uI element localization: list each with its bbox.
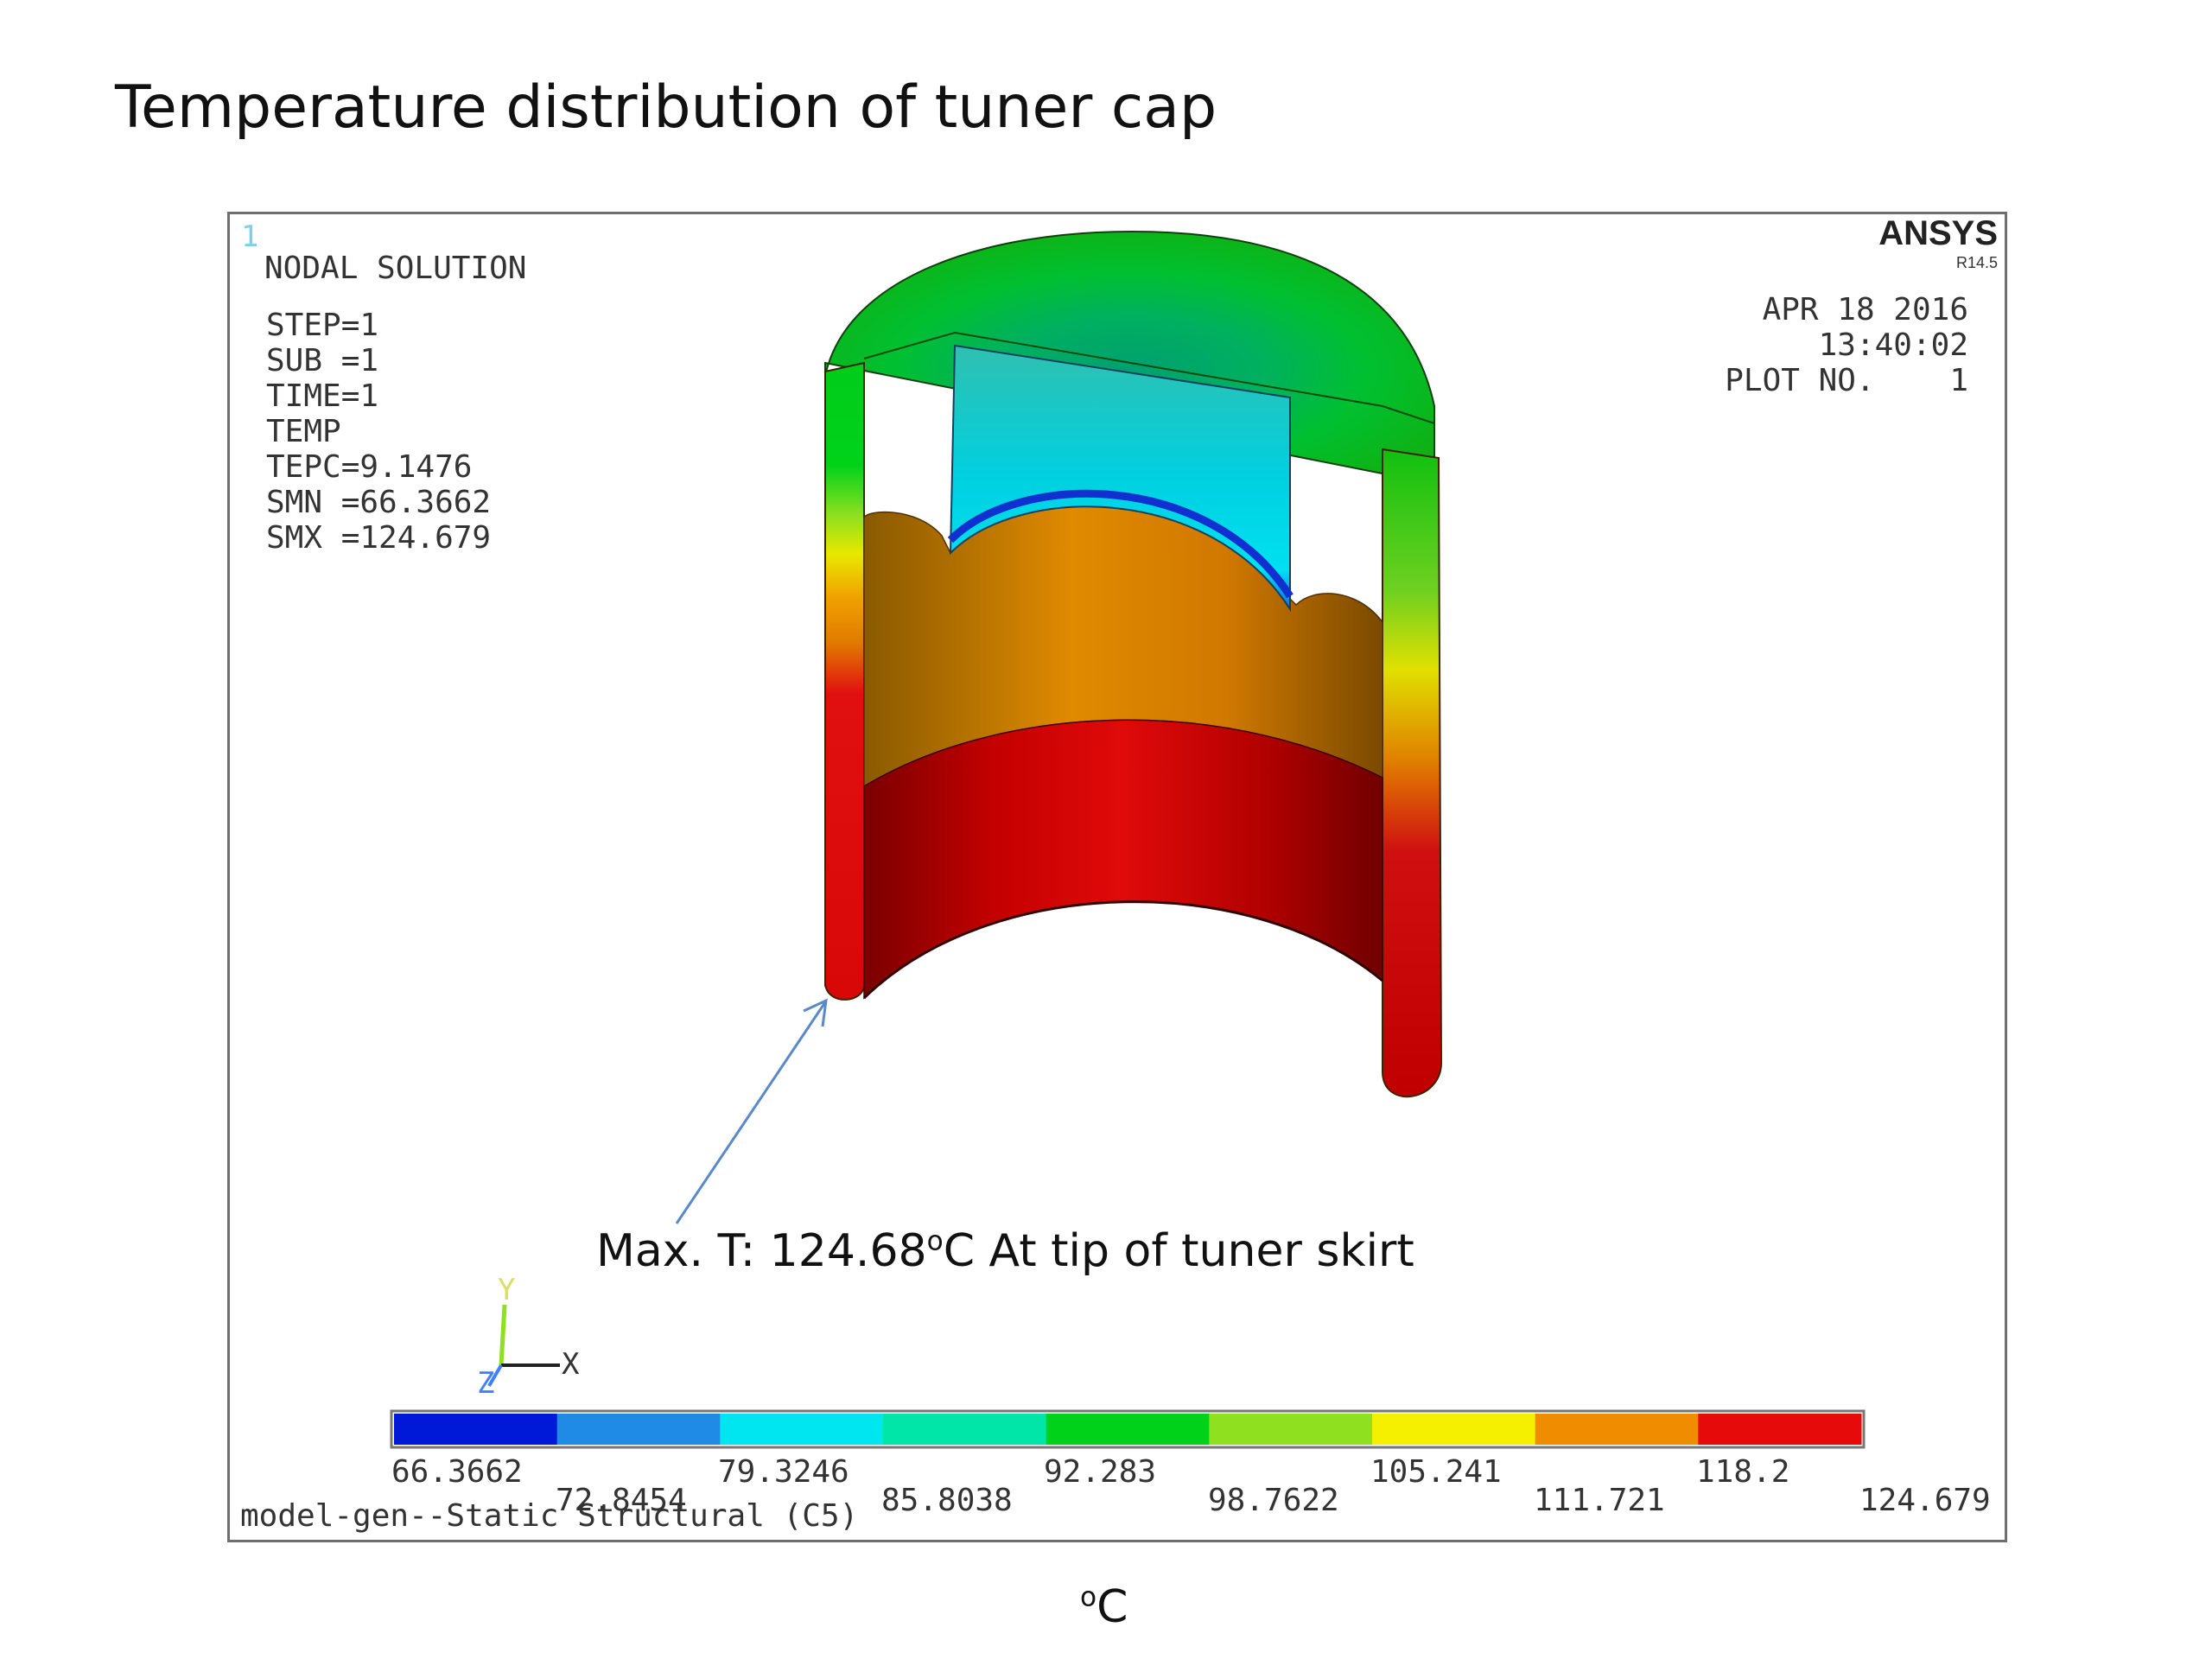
- annotation-location: C At tip of tuner skirt: [943, 1225, 1414, 1277]
- info-sub: SUB =1: [266, 343, 379, 378]
- model-footer: model-gen--Static Structural (C5): [240, 1498, 859, 1534]
- legend-label: 92.283: [1044, 1454, 1157, 1490]
- ansys-version: R14.5: [1955, 254, 1998, 271]
- legend-label: 98.7622: [1208, 1483, 1339, 1518]
- max-temp-leader-line: [675, 1001, 827, 1224]
- cap-inner-wall: [863, 719, 1383, 1000]
- cap-left-wall: [824, 361, 865, 1001]
- info-smn: SMN =66.3662: [266, 485, 492, 520]
- legend-color-swatch: [1046, 1414, 1210, 1445]
- annotation-value: Max. T: 124.68: [596, 1225, 927, 1277]
- legend-color-swatch: [556, 1414, 721, 1445]
- legend-color-swatch: [1209, 1414, 1373, 1445]
- legend-label: 105.241: [1370, 1454, 1502, 1490]
- cap-cut-ring: [947, 489, 1294, 599]
- info-time: TIME=1: [266, 378, 379, 414]
- unit-label: oC: [1080, 1581, 1128, 1633]
- info-smx: SMX =124.679: [266, 520, 492, 556]
- solution-info: STEP=1 SUB =1 TIME=1 TEMP TEPC=9.1476 SM…: [266, 308, 491, 556]
- legend-label: 66.3662: [391, 1454, 523, 1490]
- legend-color-swatch: [1372, 1414, 1536, 1445]
- legend-label: 72.8454: [556, 1483, 687, 1518]
- triad-y-label: Y: [498, 1273, 515, 1307]
- degree-sign: o: [926, 1225, 944, 1257]
- plot-header: NODAL SOLUTION: [264, 251, 527, 286]
- slide-title: Temperature distribution of tuner cap: [115, 73, 1217, 142]
- legend-color-swatch: [394, 1414, 558, 1445]
- cap-right-wall: [1382, 448, 1443, 1098]
- unit-celsius: C: [1096, 1581, 1128, 1633]
- legend-color-swatch: [1535, 1414, 1699, 1445]
- legend-label: 79.3246: [718, 1454, 849, 1490]
- info-temp: TEMP: [266, 414, 341, 449]
- legend-bar-border: [390, 1409, 1866, 1449]
- coordinate-triad: Y X Z: [477, 1273, 580, 1401]
- info-tepc: TEPC=9.1476: [266, 449, 473, 485]
- legend-color-swatch: [1698, 1414, 1862, 1445]
- legend-label: 85.8038: [881, 1483, 1013, 1518]
- max-temperature-annotation: Max. T: 124.68oC At tip of tuner skirt: [596, 1225, 1414, 1277]
- cap-cut-face: [949, 344, 1291, 613]
- plot-time: 13:40:02: [1818, 327, 1968, 363]
- max-temp-arrowhead: [803, 998, 828, 1027]
- legend-label: 124.679: [1859, 1483, 1991, 1518]
- triad-z-label: Z: [477, 1366, 494, 1401]
- plot-date: APR 18 2016: [1762, 292, 1968, 327]
- legend-color-swatch: [883, 1414, 1047, 1445]
- legend-color-swatch: [720, 1414, 884, 1445]
- triad-x-label: X: [562, 1347, 580, 1382]
- legend-label: 111.721: [1534, 1483, 1665, 1518]
- info-step: STEP=1: [266, 308, 379, 343]
- cap-rim-edge: [863, 331, 1435, 424]
- legend-label: 118.2: [1696, 1454, 1790, 1490]
- window-number: 1: [241, 219, 259, 254]
- temperature-legend-bar: [394, 1414, 1862, 1445]
- cap-inner-bottom-edge: [862, 900, 1383, 1000]
- ansys-logo: ANSYS: [1878, 214, 1998, 252]
- plot-number: PLOT NO. 1: [1725, 363, 1968, 398]
- unit-degree-sign: o: [1080, 1581, 1097, 1613]
- plot-date-block: APR 18 2016 13:40:02 PLOT NO. 1: [1725, 292, 1968, 398]
